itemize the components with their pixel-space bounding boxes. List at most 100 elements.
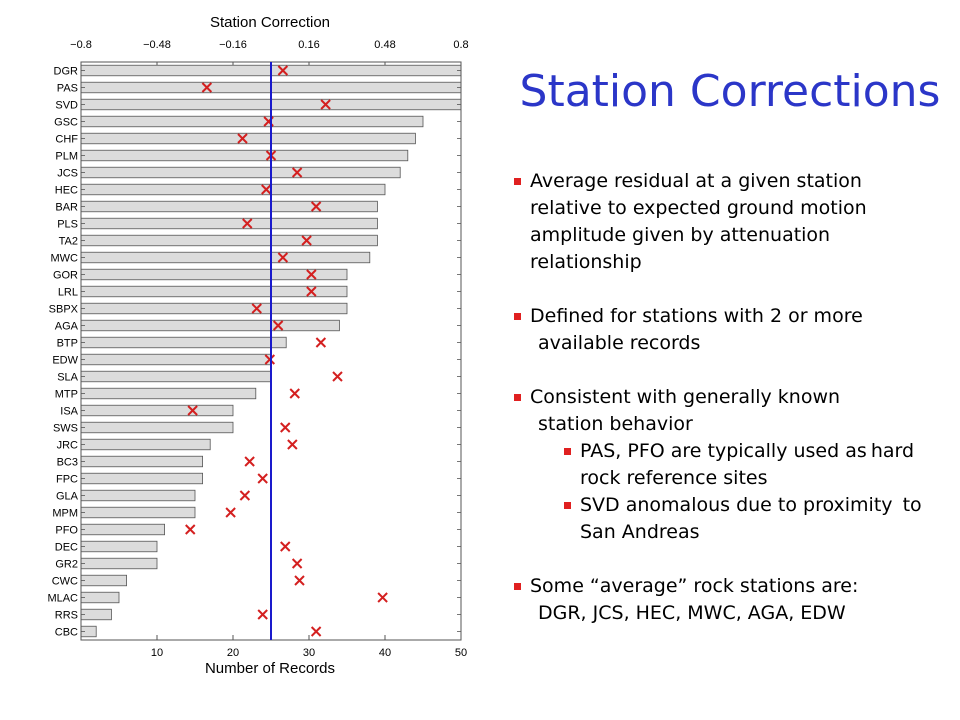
bar-pls <box>80 217 378 230</box>
bar-sws <box>80 421 234 434</box>
correction-marker-jcs <box>291 167 303 178</box>
bar-mtp <box>80 387 257 400</box>
bullet-item: Average residual at a given station rela… <box>514 168 954 276</box>
bullet-line: DGR, JCS, HEC, MWC, AGA, EDW <box>538 602 846 624</box>
bar-btp <box>80 336 287 349</box>
station-label: BAR <box>55 202 78 214</box>
station-label: AGA <box>55 321 79 333</box>
correction-marker-ta2 <box>301 235 312 246</box>
bar-gla <box>80 489 196 502</box>
correction-marker-mlac <box>377 592 388 603</box>
correction-marker-lrl <box>306 286 317 297</box>
correction-marker-dgr <box>277 65 289 76</box>
bar-aga <box>80 319 340 332</box>
bar-chf <box>80 132 416 145</box>
bar-dec <box>80 540 158 553</box>
correction-marker-sws <box>280 422 291 433</box>
bar-jcs <box>80 166 401 179</box>
bar-sla <box>80 370 272 383</box>
correction-marker-gla <box>239 490 251 501</box>
bullet-list: Average residual at a given station rela… <box>514 168 954 627</box>
station-label: GLA <box>56 491 79 503</box>
station-label: MPM <box>52 508 78 520</box>
top-tick-label: 0.16 <box>298 39 319 51</box>
bottom-tick-label: 30 <box>303 647 315 659</box>
station-label: SWS <box>53 423 78 435</box>
bar-pfo <box>80 523 165 536</box>
station-label: JCS <box>57 168 78 180</box>
bar-hec <box>80 183 386 196</box>
station-label: MTP <box>55 389 78 401</box>
bar-rrs <box>80 608 112 621</box>
station-label: TA2 <box>59 236 78 248</box>
station-label: BC3 <box>57 457 78 469</box>
correction-marker-btp <box>315 337 327 348</box>
bullet-line: available records <box>538 332 701 354</box>
correction-marker-aga <box>272 320 284 331</box>
bullet-square-icon <box>564 448 571 455</box>
top-axis-ticks: −0.8 −0.48 −0.16 0.16 0.48 0.8 <box>70 39 469 67</box>
correction-marker-pas <box>201 82 213 93</box>
station-label: CHF <box>55 134 78 146</box>
top-tick-label: −0.16 <box>219 39 247 51</box>
bullet-square-icon <box>514 178 521 185</box>
correction-marker-dec <box>280 541 291 552</box>
station-label: LRL <box>58 287 78 299</box>
bullet-line: relationship <box>530 251 642 273</box>
bar-isa <box>80 404 234 417</box>
correction-marker-mpm <box>225 507 236 518</box>
station-label: SBPX <box>49 304 79 316</box>
bullet-item: Consistent with generally known station … <box>514 384 954 438</box>
bar-mwc <box>80 251 371 264</box>
top-tick-label: 0.8 <box>453 39 468 51</box>
correction-marker-gr2 <box>291 558 303 569</box>
bullet-item: Some “average” rock stations are: DGR, J… <box>514 573 954 627</box>
bottom-axis-ticks: 10 20 30 40 50 <box>151 635 467 659</box>
bar-jrc <box>80 438 211 451</box>
station-label: MLAC <box>47 593 78 605</box>
bar-sbpx <box>80 302 348 315</box>
correction-marker-isa <box>187 405 198 416</box>
station-labels: DGR PAS SVD GSC CHF PLM JCS HEC BAR PLS TA2 MWC GOR L… <box>47 66 461 639</box>
bottom-tick-label: 10 <box>151 647 163 659</box>
station-label: GSC <box>54 117 78 129</box>
bullet-line: station behavior <box>538 413 693 435</box>
bar-ta2 <box>80 234 378 247</box>
correction-marker-bc3 <box>244 456 255 467</box>
correction-marker-mwc <box>277 252 289 263</box>
bar-fpc <box>80 472 203 485</box>
station-label: GR2 <box>55 559 78 571</box>
station-label: DEC <box>55 542 78 554</box>
station-label: PAS <box>57 83 78 95</box>
bar-gr2 <box>80 557 158 570</box>
sub-bullet-line: to San Andreas <box>580 494 922 543</box>
station-label: EDW <box>52 355 78 367</box>
bullet-square-icon <box>514 583 521 590</box>
station-label: MWC <box>51 253 79 265</box>
station-label: JRC <box>57 440 78 452</box>
bullet-square-icon <box>514 313 521 320</box>
correction-marker-bar <box>310 201 322 212</box>
bar-bc3 <box>80 455 203 468</box>
station-label: HEC <box>55 185 78 197</box>
correction-marker-svd <box>320 99 331 110</box>
bar-gsc <box>80 115 424 128</box>
bullet-item: Defined for stations with 2 or more avai… <box>514 303 954 357</box>
station-label: ISA <box>60 406 78 418</box>
station-label: RRS <box>55 610 78 622</box>
bottom-tick-label: 20 <box>227 647 239 659</box>
bar-mlac <box>80 591 120 604</box>
correction-markers <box>185 65 388 637</box>
bullet-line: Defined for stations with 2 or more <box>530 305 863 327</box>
bar-plm <box>80 149 409 162</box>
correction-marker-pls <box>242 218 253 229</box>
sub-bullet-line: PAS, PFO are typically used as <box>580 440 867 462</box>
bullet-line: Some “average” rock stations are: <box>530 575 859 597</box>
station-label: CBC <box>55 627 78 639</box>
bar-bar <box>80 200 378 213</box>
station-label: DGR <box>54 66 79 78</box>
correction-marker-rrs <box>257 609 268 620</box>
station-correction-chart: Station Correction −0.8 −0.48 −0.16 0.16 0.4… <box>47 14 469 677</box>
top-axis-title: Station Correction <box>210 14 330 31</box>
correction-marker-edw <box>264 354 276 365</box>
